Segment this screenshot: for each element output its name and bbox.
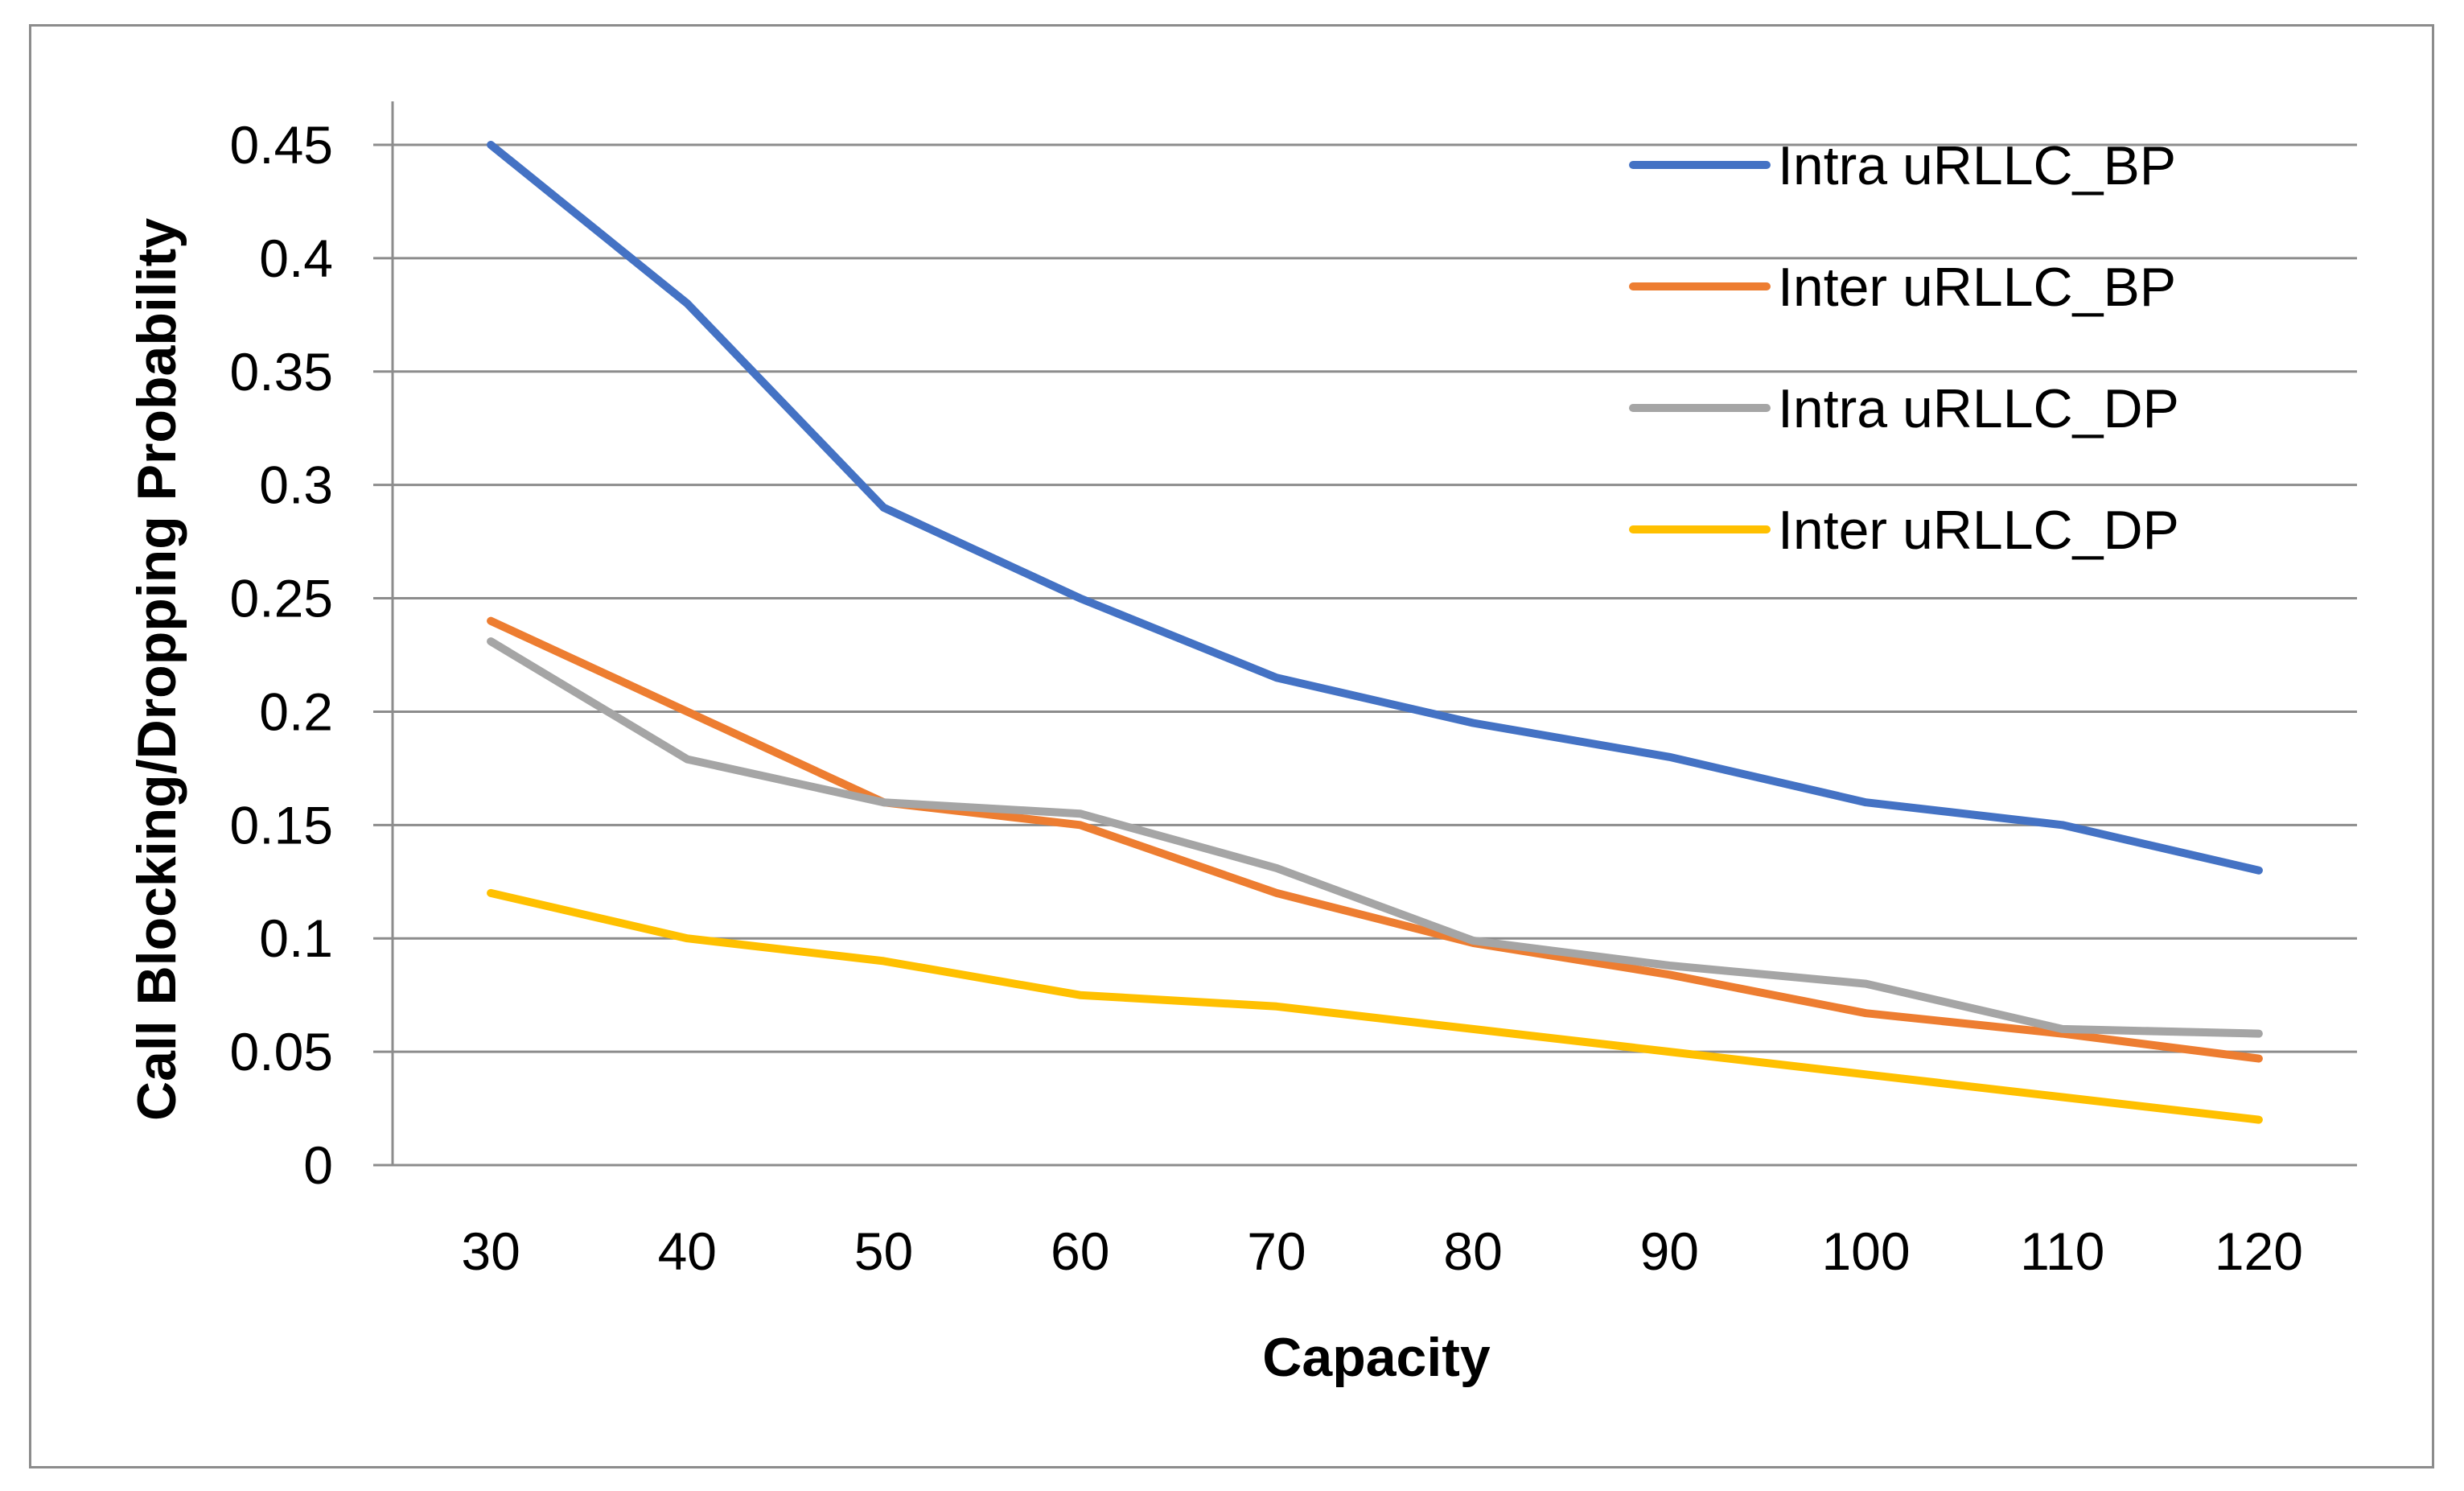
y-tick-label: 0 (303, 1135, 333, 1195)
legend-label: Inter uRLLC_BP (1778, 257, 2176, 318)
x-tick-label: 120 (2215, 1221, 2303, 1281)
x-tick-label: 60 (1051, 1221, 1109, 1281)
legend-label: Intra uRLLC_DP (1778, 378, 2179, 439)
y-tick-label: 0.45 (230, 115, 333, 175)
legend-label: Inter uRLLC_DP (1778, 500, 2179, 561)
y-tick-label: 0.2 (259, 682, 333, 741)
chart-frame (29, 24, 2434, 1468)
series-lines (487, 141, 2263, 1124)
y-axis-title: Call Blocking/Dropping Probability (126, 218, 187, 1121)
legend: Intra uRLLC_BP Inter uRLLC_BP Intra uRLLC_… (1629, 135, 2179, 561)
y-tick-label: 0.25 (230, 569, 333, 628)
x-axis-title: Capacity (1262, 1327, 1491, 1388)
series-line-3 (487, 637, 2263, 1038)
series-line-2 (487, 616, 2263, 1063)
y-tick-label: 0.35 (230, 342, 333, 402)
x-tick-label: 40 (658, 1221, 717, 1281)
series-line-1 (487, 141, 2263, 875)
y-tick-label: 0.15 (230, 795, 333, 855)
x-tick-label: 70 (1247, 1221, 1306, 1281)
series-line-4 (487, 888, 2263, 1124)
x-tick-label: 30 (461, 1221, 520, 1281)
x-tick-labels: 30 40 50 60 70 80 90 100 110 120 (461, 1221, 2303, 1281)
y-tick-label: 0.3 (259, 455, 333, 515)
legend-label: Intra uRLLC_BP (1778, 135, 2176, 196)
y-tick-label: 0.1 (259, 908, 333, 968)
x-tick-label: 90 (1640, 1221, 1699, 1281)
x-tick-label: 100 (1821, 1221, 1910, 1281)
y-tick-labels: 0 0.05 0.1 0.15 0.2 0.25 0.3 0.35 0.4 0.45 (230, 115, 333, 1195)
x-tick-label: 50 (854, 1221, 913, 1281)
y-tick-label: 0.05 (230, 1022, 333, 1081)
y-tick-label: 0.4 (259, 229, 333, 288)
x-tick-label: 80 (1443, 1221, 1502, 1281)
x-tick-label: 110 (2020, 1221, 2104, 1281)
axes (373, 101, 2357, 1167)
